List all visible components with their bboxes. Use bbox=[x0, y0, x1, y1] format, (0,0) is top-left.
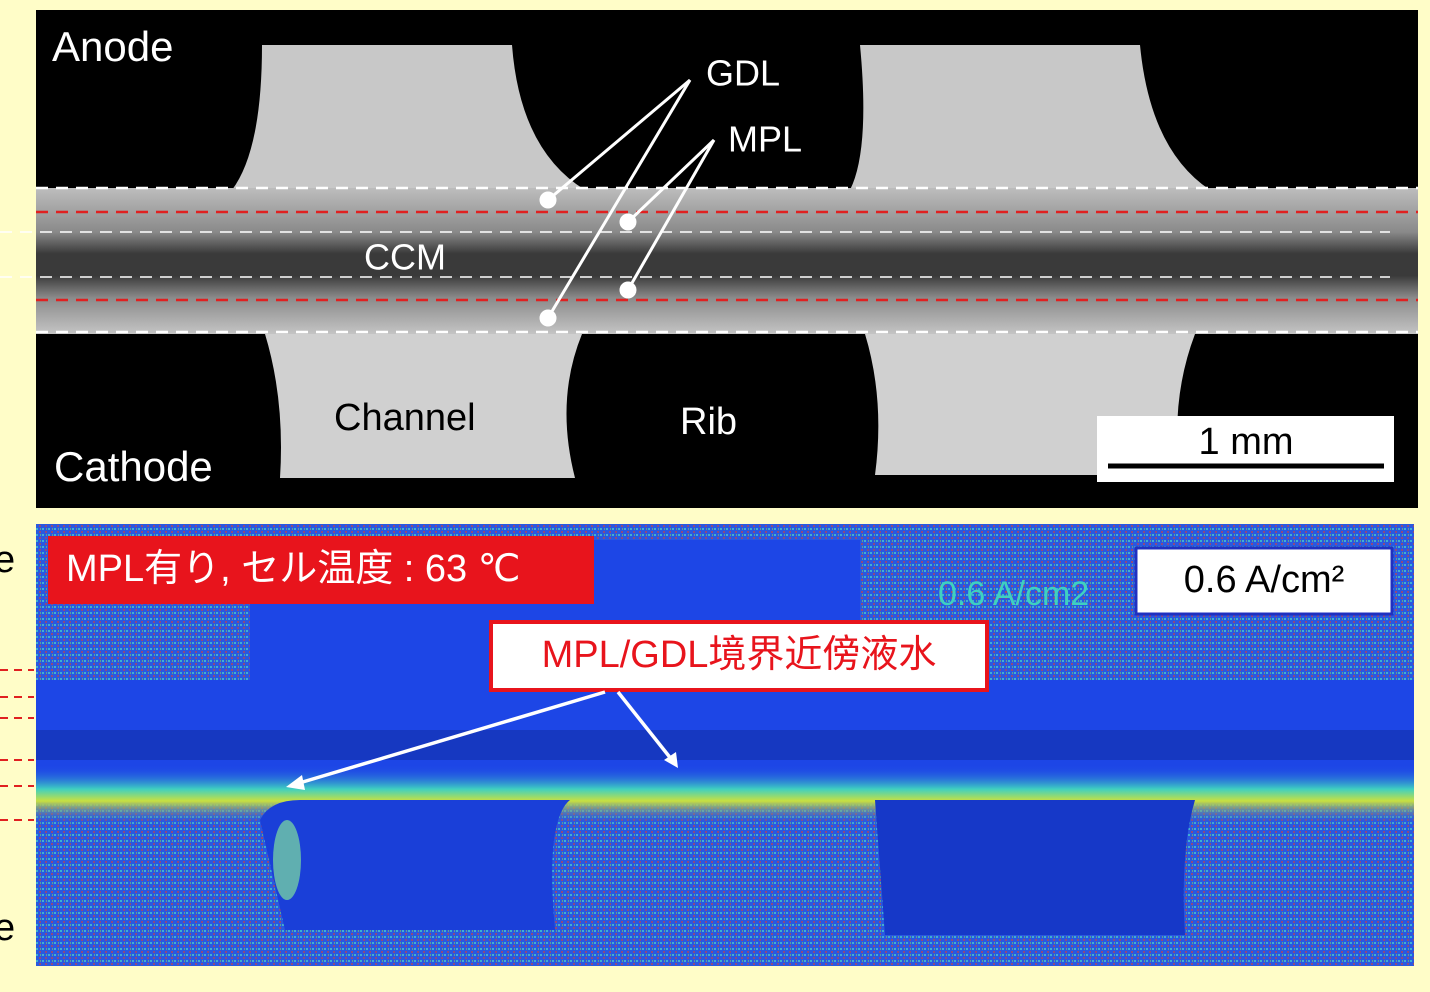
channel-region bbox=[875, 800, 1195, 935]
water-spot bbox=[273, 820, 301, 900]
condition-label: MPL有り, セル温度 : 63 ℃ bbox=[66, 548, 520, 590]
page: Anode Cathode GDL MPL CCM Channel Rib 1 … bbox=[0, 0, 1430, 992]
channel-label: Channel bbox=[334, 397, 476, 439]
rib-label: Rib bbox=[680, 401, 737, 443]
edge-text: e bbox=[0, 539, 15, 581]
callout-label: MPL/GDL境界近傍液水 bbox=[542, 634, 937, 676]
edge-text: e bbox=[0, 907, 15, 949]
ccm-label: CCM bbox=[364, 237, 446, 278]
channel-region bbox=[260, 800, 570, 930]
figure: Anode Cathode GDL MPL CCM Channel Rib 1 … bbox=[0, 0, 1430, 992]
cathode-label: Cathode bbox=[54, 443, 213, 490]
bottom-panel: MPL有り, セル温度 : 63 ℃ 0.6 A/cm2 0.6 A/cm² M… bbox=[36, 524, 1414, 966]
scale-label: 1 mm bbox=[1199, 421, 1294, 463]
anode-label: Anode bbox=[52, 23, 173, 70]
gdl-label: GDL bbox=[706, 53, 780, 94]
current-label: 0.6 A/cm² bbox=[1184, 559, 1345, 601]
edge-lines bbox=[0, 670, 34, 820]
top-panel: Anode Cathode GDL MPL CCM Channel Rib 1 … bbox=[0, 10, 1418, 508]
water-band bbox=[36, 765, 1414, 825]
current-faint: 0.6 A/cm2 bbox=[938, 575, 1089, 613]
membrane-band bbox=[36, 188, 1418, 334]
ccm-region bbox=[36, 730, 1414, 760]
mpl-label: MPL bbox=[728, 119, 802, 160]
